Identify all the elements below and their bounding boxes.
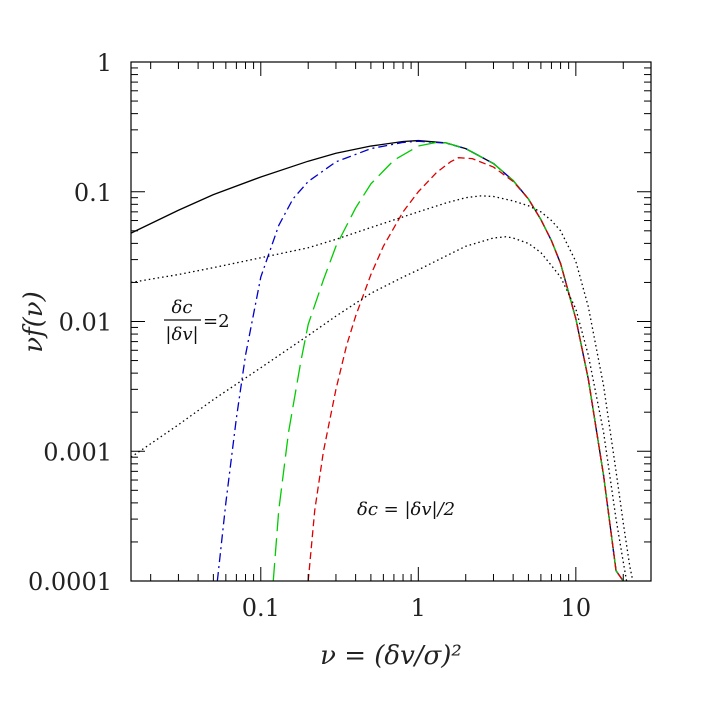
ratio-value: =2 (203, 311, 230, 332)
y-tick-label: 0.001 (43, 438, 112, 466)
y-tick-label: 1 (97, 49, 112, 77)
series-line-6 (131, 236, 628, 581)
tick-labels: 0.1 1 10 0.0001 0.001 0.01 0.1 1 (28, 49, 591, 622)
ticks-layer (131, 61, 652, 582)
x-tick-label: 10 (561, 594, 592, 622)
x-axis-title: ν = (δv/σ)² (320, 641, 462, 671)
x-tick-label: 1 (411, 594, 426, 622)
x-tick-label: 0.1 (242, 594, 280, 622)
y-tick-label: 0.1 (74, 179, 112, 207)
ratio-numerator: δc (172, 297, 193, 318)
equation-annotation: δc = |δv|/2 (357, 499, 455, 520)
ratio-denominator: |δv| (165, 324, 198, 345)
series-line-4 (307, 157, 624, 581)
series-layer (131, 139, 634, 581)
ratio-annotation: δc |δv| =2 (164, 297, 230, 345)
y-tick-label: 0.0001 (28, 568, 112, 596)
series-line-5 (131, 195, 634, 581)
y-axis-title: νf(ν) (19, 291, 49, 353)
plot-frame (130, 61, 652, 582)
y-tick-label: 0.01 (59, 309, 112, 337)
